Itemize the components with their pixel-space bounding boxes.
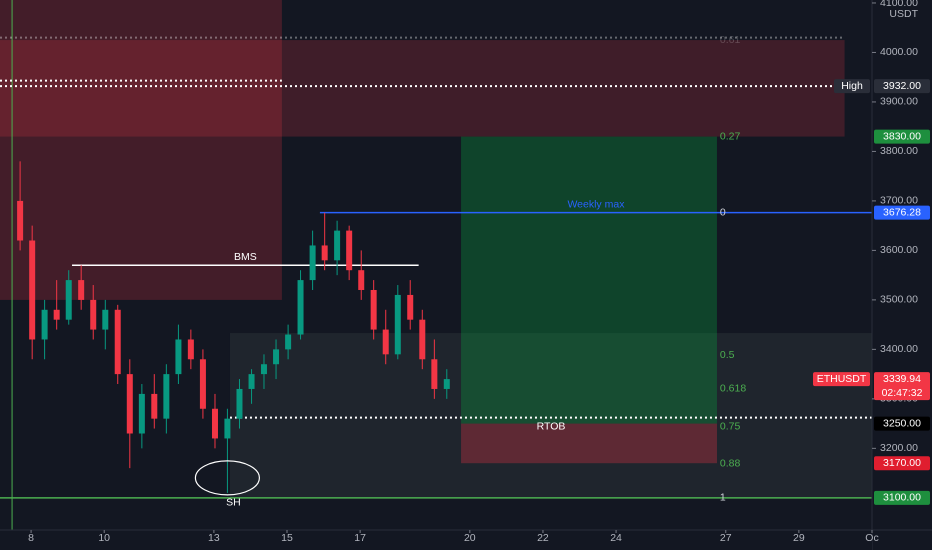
fib-label: 0.618 xyxy=(720,383,746,395)
price-badge xyxy=(874,79,930,94)
candle-body xyxy=(273,349,280,365)
y-tick-label: 3200.00 xyxy=(880,442,918,454)
x-tick-label: 13 xyxy=(208,532,220,544)
fib-label: 0.88 xyxy=(720,457,741,469)
candle-body xyxy=(382,329,389,355)
candle-body xyxy=(346,230,353,271)
y-tick-label: 3700.00 xyxy=(880,195,918,207)
candle-body xyxy=(443,379,450,389)
currency-label: USDT xyxy=(889,8,918,20)
line-label: Weekly max xyxy=(567,198,625,210)
line-label: RTOB xyxy=(537,420,566,432)
zone xyxy=(0,0,282,300)
candle-body xyxy=(175,339,182,375)
candle-body xyxy=(126,374,133,434)
candle-body xyxy=(53,309,60,320)
candle-body xyxy=(199,359,206,409)
zone xyxy=(461,136,717,424)
candle-body xyxy=(187,339,194,360)
fib-label: 0.61 xyxy=(720,34,741,46)
candle-body xyxy=(211,408,218,439)
price-badge xyxy=(874,129,930,144)
x-tick-label: 15 xyxy=(281,532,293,544)
candle-body xyxy=(65,280,72,320)
candle-body xyxy=(297,280,304,335)
time-axis xyxy=(0,530,872,550)
x-tick-label: 22 xyxy=(537,532,549,544)
price-badge-label: 3932.00 xyxy=(883,80,921,92)
candle-body xyxy=(236,388,243,419)
price-badge xyxy=(874,456,930,471)
x-tick-label: 17 xyxy=(354,532,366,544)
fib-label: 1 xyxy=(720,492,726,504)
candle-body xyxy=(431,359,438,389)
candle-body xyxy=(309,245,316,281)
price-badge-label: 3100.00 xyxy=(883,492,921,504)
y-tick-label: 3600.00 xyxy=(880,244,918,256)
name-badge xyxy=(813,372,870,387)
x-tick-label: 29 xyxy=(793,532,805,544)
candle-body xyxy=(394,294,401,355)
candle-body xyxy=(114,309,121,375)
price-badge-label: 3250.00 xyxy=(883,417,921,429)
y-tick-label: 3500.00 xyxy=(880,294,918,306)
x-tick-label: 27 xyxy=(720,532,732,544)
candle-body xyxy=(358,270,365,290)
candle-body xyxy=(260,364,267,375)
candle-body xyxy=(29,240,36,340)
candle-body xyxy=(370,289,377,330)
price-badge-label: 3830.00 xyxy=(883,130,921,142)
candle-body xyxy=(334,230,341,261)
swing-marker xyxy=(194,460,261,496)
candle-body xyxy=(102,309,109,330)
zone xyxy=(0,40,845,137)
x-tick-label: Oc xyxy=(865,532,878,544)
candle-body xyxy=(419,319,426,360)
fib-label: 0.75 xyxy=(720,420,741,432)
y-tick-label: 4100.00 xyxy=(880,0,918,9)
x-tick-label: 24 xyxy=(610,532,622,544)
candle-body xyxy=(407,294,414,320)
price-badge-label: 3170.00 xyxy=(883,457,921,469)
name-badge-label: High xyxy=(841,80,863,92)
zone xyxy=(461,423,717,464)
price-badge-label: 3339.94 xyxy=(883,373,921,385)
name-badge xyxy=(834,79,870,94)
swing-label: SH xyxy=(226,497,241,509)
candle-body xyxy=(224,418,231,439)
price-badge xyxy=(874,372,930,401)
zone xyxy=(229,333,872,498)
candle-body xyxy=(41,309,48,340)
candle-body xyxy=(78,280,85,300)
fib-label: 0.27 xyxy=(720,130,741,142)
candle-body xyxy=(163,374,170,419)
price-badge xyxy=(874,416,930,431)
candle-body xyxy=(17,200,24,241)
y-tick-label: 3900.00 xyxy=(880,96,918,108)
candle-body xyxy=(285,334,292,350)
y-tick-label: 3400.00 xyxy=(880,343,918,355)
fib-label: 0 xyxy=(720,206,726,218)
line-label: BMS xyxy=(234,251,257,263)
x-tick-label: 20 xyxy=(464,532,476,544)
candle-body xyxy=(90,299,97,330)
x-tick-label: 8 xyxy=(28,532,34,544)
candle-body xyxy=(151,393,158,419)
candle-body xyxy=(321,245,328,261)
candle-body xyxy=(138,393,145,434)
candle-body xyxy=(248,374,255,389)
fib-label: 0.5 xyxy=(720,349,735,361)
y-tick-label: 3800.00 xyxy=(880,145,918,157)
name-badge-label: ETHUSDT xyxy=(817,373,867,385)
plot-area xyxy=(0,0,872,498)
y-tick-label: 4000.00 xyxy=(880,46,918,58)
price-badge-label: 3676.28 xyxy=(883,206,921,218)
countdown-label: 02:47:32 xyxy=(882,387,923,399)
x-tick-label: 10 xyxy=(98,532,110,544)
price-badge xyxy=(874,490,930,505)
price-badge xyxy=(874,205,930,220)
